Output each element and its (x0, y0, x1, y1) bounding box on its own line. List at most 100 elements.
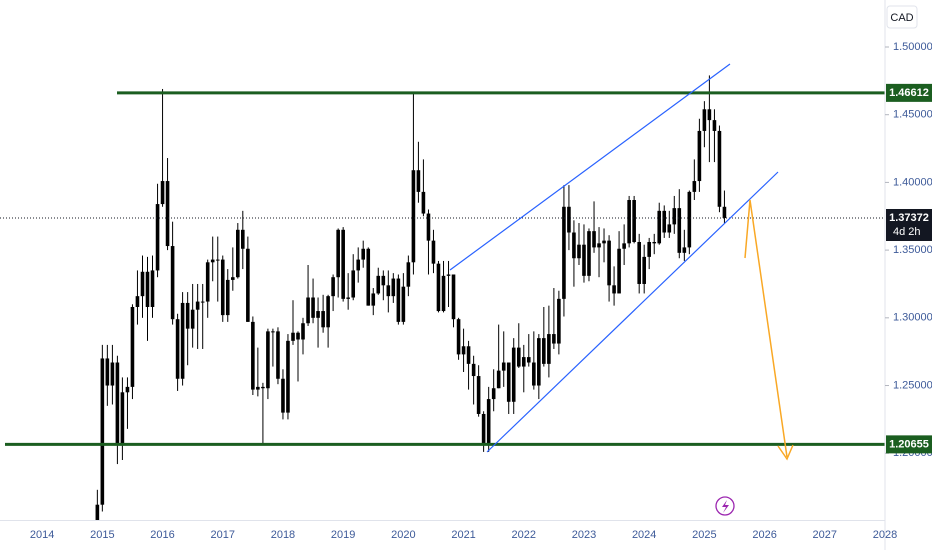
candle-body (291, 332, 295, 341)
price-axis (885, 0, 932, 550)
candle-body (95, 504, 100, 520)
candle-body (381, 275, 386, 286)
candle-body (190, 309, 195, 329)
candle-body (246, 248, 250, 322)
x-tick-label: 2020 (391, 529, 415, 541)
y-tick-label: 1.45000 (893, 109, 932, 121)
candle-body (662, 210, 667, 233)
candle-body (125, 386, 130, 393)
last-price-label: 1.37372 (889, 212, 929, 224)
candle-body (150, 270, 155, 307)
candle-body (617, 248, 621, 294)
level-label: 1.46612 (889, 87, 929, 99)
candle-body (225, 279, 230, 316)
candle-body (261, 386, 265, 389)
candle-body (346, 297, 350, 299)
candle-body (256, 386, 260, 390)
candle-body (481, 413, 486, 444)
candle-body (471, 363, 476, 377)
candle-body (266, 331, 270, 389)
candle-body (180, 302, 185, 379)
candle-body (702, 109, 707, 131)
candle-body (436, 263, 441, 312)
y-tick-label: 1.30000 (893, 312, 932, 324)
channel-upper (449, 63, 731, 271)
candle-body (672, 208, 677, 225)
candle-body (547, 334, 551, 364)
candle-body (607, 240, 611, 286)
candle-body (567, 206, 571, 233)
candle-body (597, 243, 601, 248)
x-tick-label: 2018 (271, 529, 295, 541)
x-tick-label: 2016 (150, 529, 174, 541)
axes: 2014 2015 2016 2017 2018 2019 2020 2021 2022 2023… (30, 41, 932, 541)
candle-body (145, 271, 150, 307)
candle-body (491, 388, 496, 400)
candle-body (105, 358, 110, 386)
candle-body (311, 297, 315, 318)
x-tick-label: 2015 (90, 529, 114, 541)
candle-body (501, 362, 506, 371)
x-tick-label: 2024 (632, 529, 656, 541)
candle-body (376, 275, 381, 294)
level-label-box (886, 83, 932, 102)
candle-body (456, 319, 461, 355)
projection-arrow (744, 199, 788, 458)
candle-body (210, 259, 215, 263)
candle-body (652, 241, 657, 244)
candle-body (351, 270, 356, 298)
level-label-box (886, 435, 932, 454)
candle-body (281, 378, 285, 413)
event-bolt (722, 500, 729, 513)
candle-body (241, 229, 245, 249)
x-tick-label: 2022 (512, 529, 536, 541)
candle-body (542, 338, 546, 364)
candle-body (416, 170, 421, 192)
candle-body (170, 246, 175, 320)
arrow-head (777, 444, 794, 461)
candle-body (396, 278, 401, 322)
candle-body (697, 130, 702, 182)
candle-body (331, 277, 335, 297)
candle-body (577, 244, 581, 259)
candle-body (421, 191, 426, 214)
candle-body (406, 262, 411, 287)
candle-body (516, 347, 521, 367)
candle-body (165, 181, 170, 247)
candle-body (120, 392, 125, 444)
candle-body (632, 200, 636, 242)
candle-body (461, 346, 466, 355)
candle-body (361, 248, 366, 260)
candle-body (446, 274, 451, 276)
candle-body (296, 332, 300, 340)
event-icon[interactable] (715, 496, 735, 516)
candle-body (231, 277, 235, 280)
currency-box[interactable] (886, 5, 918, 29)
candle-body (476, 376, 481, 414)
candle-body (451, 274, 456, 320)
candle-body (316, 311, 320, 318)
candle-body (677, 208, 682, 253)
candle-body (667, 224, 672, 233)
candle-body (511, 347, 516, 402)
candle-body (717, 130, 722, 207)
candle-body (326, 296, 330, 328)
candle-body (130, 306, 135, 387)
candle-body (496, 370, 501, 389)
candle-body (572, 232, 576, 259)
candle-body (431, 240, 436, 264)
candle-body (637, 241, 641, 284)
candle-body (532, 362, 536, 386)
candle-body (175, 319, 180, 379)
candle-body (336, 229, 340, 278)
candle-body (205, 262, 210, 302)
candle-body (185, 302, 190, 329)
candle-body (271, 331, 275, 333)
candle-body (466, 346, 471, 364)
candle-body (236, 229, 240, 278)
candle-body (622, 243, 626, 249)
candle-body (557, 298, 561, 344)
candle-body (722, 206, 727, 219)
